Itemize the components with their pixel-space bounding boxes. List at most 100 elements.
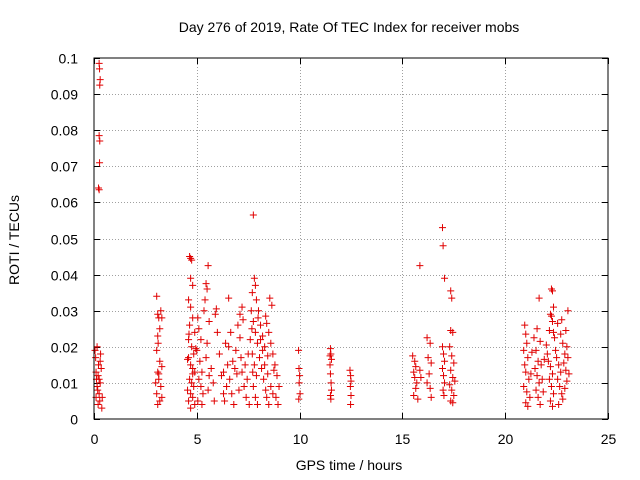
data-point — [256, 354, 264, 362]
data-point — [410, 392, 418, 400]
x-tick-labels: 0 5 10 15 20 25 — [91, 431, 617, 447]
data-point — [327, 379, 335, 387]
data-point — [95, 184, 103, 192]
data-point — [448, 386, 456, 394]
data-point — [261, 361, 269, 369]
data-point — [448, 352, 456, 360]
data-point — [536, 337, 544, 345]
x-tick-label: 25 — [601, 431, 617, 447]
data-point — [243, 375, 251, 383]
data-point — [545, 327, 553, 335]
data-point — [205, 372, 213, 380]
data-point — [449, 399, 457, 407]
data-point — [95, 186, 103, 194]
data-point — [558, 316, 566, 324]
data-point — [560, 359, 568, 367]
data-point — [187, 361, 195, 369]
data-point — [236, 334, 244, 342]
data-point — [441, 379, 449, 387]
data-point — [189, 393, 197, 401]
data-point — [555, 401, 563, 409]
data-point — [537, 361, 545, 369]
data-point — [542, 341, 550, 349]
data-point — [197, 383, 205, 391]
data-point — [192, 345, 200, 353]
data-point — [417, 373, 425, 381]
data-point — [232, 346, 240, 354]
data-point — [97, 364, 105, 372]
data-point — [296, 372, 304, 380]
data-point — [188, 379, 196, 387]
data-point — [533, 325, 541, 333]
data-point — [533, 372, 541, 380]
data-point — [257, 336, 265, 344]
data-point — [424, 354, 432, 362]
data-point — [246, 336, 254, 344]
data-point — [271, 361, 279, 369]
data-point — [295, 364, 303, 372]
data-point — [258, 364, 266, 372]
data-point — [450, 392, 458, 400]
data-point — [410, 368, 418, 376]
data-point — [262, 386, 270, 394]
data-point — [535, 379, 543, 387]
data-point — [254, 314, 262, 322]
data-point — [438, 343, 446, 351]
data-point — [249, 383, 257, 391]
data-point — [93, 343, 101, 351]
data-point — [551, 334, 559, 342]
data-point — [267, 383, 275, 391]
data-point — [423, 334, 431, 342]
data-point — [249, 211, 257, 219]
data-point — [520, 346, 528, 354]
data-point — [327, 395, 335, 403]
data-point — [233, 370, 241, 378]
y-tick-label: 0.05 — [51, 232, 78, 248]
data-point — [440, 392, 448, 400]
data-point — [563, 343, 571, 351]
data-point — [327, 355, 335, 363]
data-point — [195, 325, 203, 333]
data-point — [346, 366, 354, 374]
data-point — [226, 375, 234, 383]
x-tick-label: 10 — [293, 431, 309, 447]
data-point — [93, 383, 101, 391]
data-point — [564, 307, 572, 315]
data-point — [156, 325, 164, 333]
data-point — [547, 312, 555, 320]
data-point — [521, 361, 529, 369]
data-point — [157, 307, 165, 315]
data-point — [556, 383, 564, 391]
data-point — [225, 294, 233, 302]
data-point — [427, 359, 435, 367]
data-point — [438, 224, 446, 232]
data-point — [205, 318, 213, 326]
data-point — [203, 285, 211, 293]
data-point — [187, 390, 195, 398]
data-point — [251, 281, 259, 289]
data-point — [296, 390, 304, 398]
data-point — [547, 383, 555, 391]
data-point — [210, 397, 218, 405]
data-point — [196, 357, 204, 365]
data-point — [295, 346, 303, 354]
data-point — [548, 287, 556, 295]
data-point — [536, 401, 544, 409]
data-point — [154, 339, 162, 347]
data-point — [248, 350, 256, 358]
data-point — [94, 401, 102, 409]
data-point — [235, 386, 243, 394]
data-point — [252, 372, 260, 380]
data-point — [94, 386, 102, 394]
data-point — [531, 364, 539, 372]
data-point — [532, 386, 540, 394]
data-point — [528, 348, 536, 356]
data-point — [540, 355, 548, 363]
data-point — [295, 379, 303, 387]
data-point — [543, 350, 551, 358]
data-point — [252, 296, 260, 304]
data-point — [191, 328, 199, 336]
data-point — [186, 375, 194, 383]
data-point — [547, 285, 555, 293]
data-point — [198, 401, 206, 409]
